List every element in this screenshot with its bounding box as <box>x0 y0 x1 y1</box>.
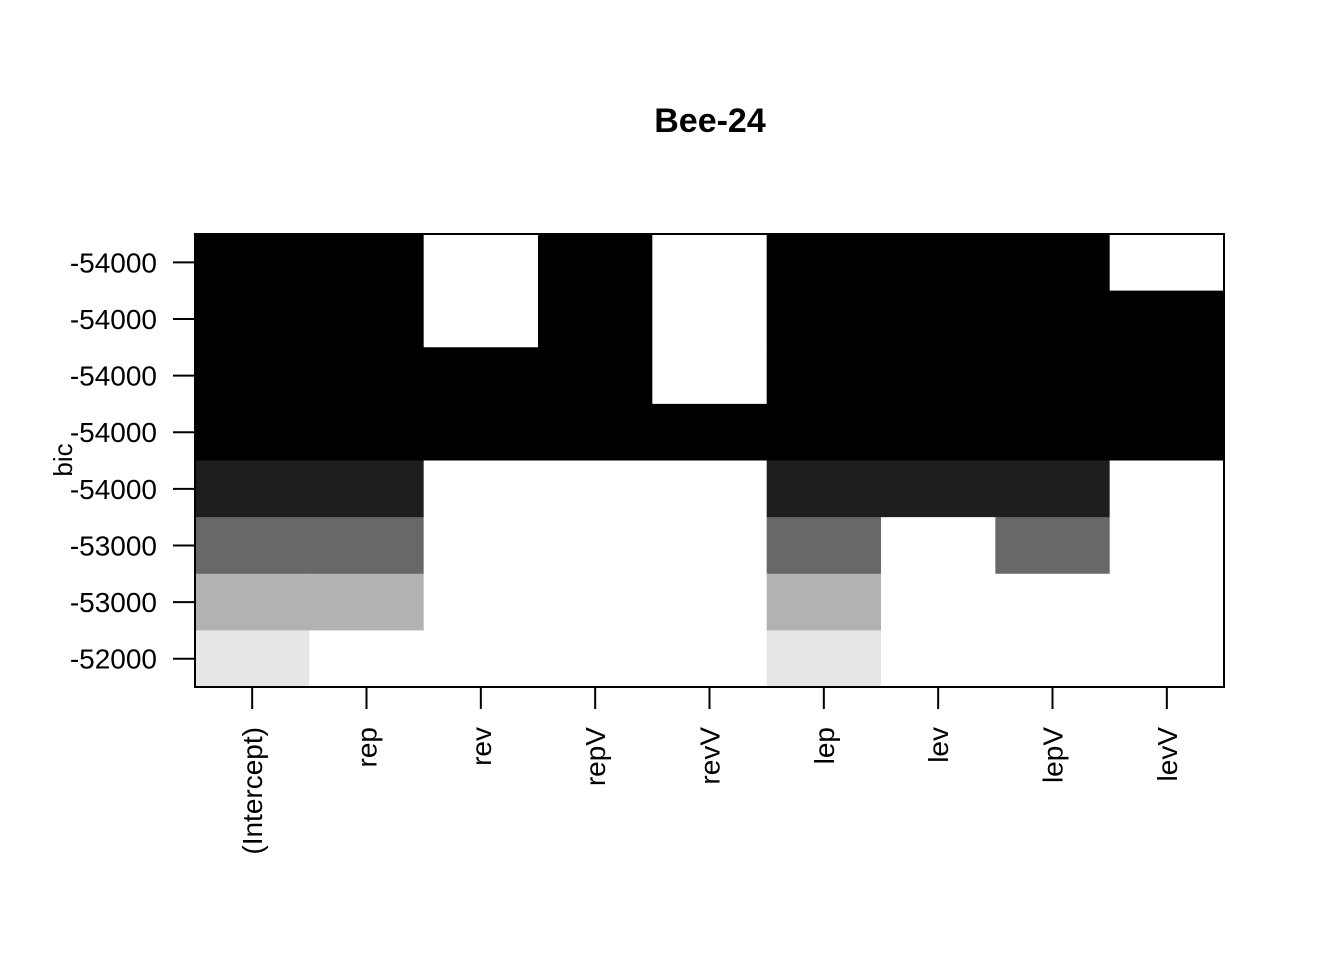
heatmap-cell <box>309 347 425 405</box>
heatmap-cell <box>195 290 310 348</box>
x-tick-label: lev <box>923 727 954 763</box>
heatmap-cell <box>881 460 996 518</box>
y-tick-label: -54000 <box>70 304 157 335</box>
heatmap-cell <box>995 460 1111 518</box>
heatmap-cell <box>423 630 539 688</box>
x-tick-label: lepV <box>1038 727 1069 783</box>
heatmap-cell <box>538 290 653 348</box>
heatmap-cell <box>309 573 425 631</box>
x-tick-label: revV <box>695 727 726 785</box>
heatmap-cell <box>652 460 768 518</box>
heatmap-cell <box>995 234 1111 292</box>
heatmap-cell <box>1109 460 1225 518</box>
heatmap-cell <box>1109 630 1225 688</box>
heatmap-cell <box>881 517 996 575</box>
y-tick-label: -53000 <box>70 530 157 561</box>
heatmap-cell <box>652 630 768 688</box>
heatmap-cell <box>538 403 653 462</box>
heatmap-cell <box>309 403 425 462</box>
heatmap-cell <box>995 573 1111 631</box>
heatmap-cell <box>881 573 996 631</box>
heatmap-cell <box>652 347 768 405</box>
heatmap-cell <box>538 234 653 292</box>
y-tick-label: -54000 <box>70 417 157 448</box>
heatmap-cell <box>423 460 539 518</box>
heatmap-cell <box>1109 234 1225 292</box>
heatmap-cell <box>309 290 425 348</box>
heatmap-cell <box>538 573 653 631</box>
x-axis: (Intercept) rep rev repV revV lep lev lepV levV <box>237 687 1183 855</box>
heatmap-cell <box>1109 347 1225 405</box>
heatmap-cell <box>195 517 310 575</box>
heatmap-cell <box>309 517 425 575</box>
heatmap-cell <box>766 403 882 462</box>
y-tick-label: -52000 <box>70 644 157 675</box>
heatmap-cell <box>423 347 539 405</box>
heatmap-cell <box>538 460 653 518</box>
heatmap-cell <box>538 517 653 575</box>
heatmap-cell <box>309 234 425 292</box>
heatmap-cell <box>195 460 310 518</box>
heatmap-cell <box>195 234 310 292</box>
heatmap-cell <box>881 290 996 348</box>
heatmap-cell <box>538 630 653 688</box>
heatmap-cell <box>881 630 996 688</box>
heatmap-cell <box>652 290 768 348</box>
heatmap-cell <box>881 403 996 462</box>
x-tick-label: lep <box>809 727 840 764</box>
heatmap-cell <box>652 403 768 462</box>
heatmap-cell <box>995 517 1111 575</box>
heatmap-cell <box>1109 517 1225 575</box>
y-axis-title: bic <box>48 443 78 476</box>
heatmap-cell <box>995 290 1111 348</box>
x-tick-label: rep <box>352 727 383 767</box>
y-axis: -54000 -54000 -54000 -54000 -54000 -53000 -530… <box>70 247 195 675</box>
heatmap-cell <box>652 573 768 631</box>
heatmap-cell <box>195 403 310 462</box>
heatmap-cell <box>423 403 539 462</box>
heatmap-cell <box>1109 290 1225 348</box>
heatmap-cell <box>766 460 882 518</box>
heatmap-cell <box>309 460 425 518</box>
heatmap-cell <box>766 630 882 688</box>
heatmap-cell <box>766 347 882 405</box>
heatmap-cell <box>195 347 310 405</box>
heatmap-cell <box>423 573 539 631</box>
heatmap-cell <box>1109 403 1225 462</box>
y-tick-label: -54000 <box>70 361 157 392</box>
heatmap-cell <box>423 290 539 348</box>
heatmap-cell <box>995 630 1111 688</box>
x-tick-label: (Intercept) <box>237 727 268 855</box>
y-tick-label: -53000 <box>70 587 157 618</box>
y-tick-label: -54000 <box>70 247 157 278</box>
heatmap-cell <box>766 573 882 631</box>
heatmap-cell <box>423 234 539 292</box>
heatmap-cell <box>766 290 882 348</box>
chart-title: Bee-24 <box>654 102 766 140</box>
heatmap-cell <box>766 234 882 292</box>
x-tick-label: levV <box>1152 727 1183 782</box>
heatmap-cell <box>652 517 768 575</box>
heatmap-cell <box>538 347 653 405</box>
heatmap-cell <box>195 630 310 688</box>
heatmap-cell <box>309 630 425 688</box>
heatmap-cell <box>995 403 1111 462</box>
heatmap-cell <box>881 347 996 405</box>
heatmap-cell <box>423 517 539 575</box>
heatmap-cell <box>881 234 996 292</box>
heatmap-cell <box>1109 573 1225 631</box>
y-tick-label: -54000 <box>70 474 157 505</box>
heatmap-cell <box>195 573 310 631</box>
heatmap-cell <box>652 234 768 292</box>
x-tick-label: rev <box>466 727 497 766</box>
heatmap-cell <box>766 517 882 575</box>
x-tick-label: repV <box>580 727 611 786</box>
heatmap-cell <box>995 347 1111 405</box>
heatmap-cells <box>195 234 1225 688</box>
